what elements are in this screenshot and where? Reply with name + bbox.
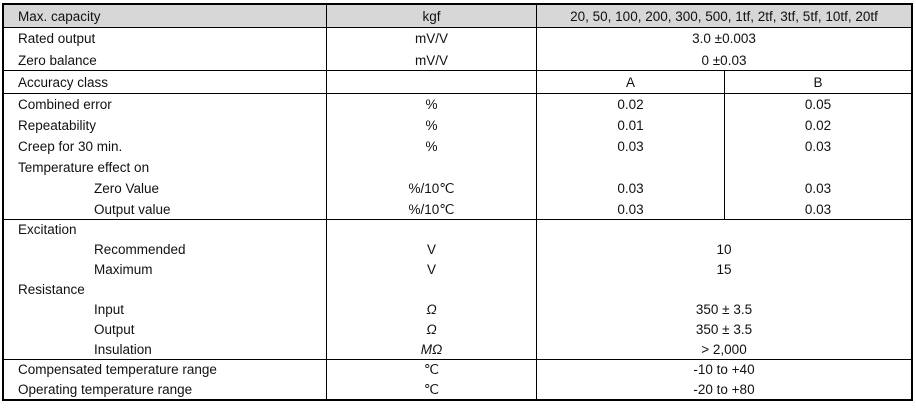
spec-sublabel: Input xyxy=(94,302,125,317)
temperature-section: Compensated temperature range Operating … xyxy=(4,360,911,399)
spec-value: 350 ± 3.5 xyxy=(695,322,753,337)
spec-value-a: 0.03 xyxy=(617,202,644,217)
spec-sublabel: Output xyxy=(94,322,135,337)
accuracy-class-row: Accuracy class A B xyxy=(4,71,911,94)
spec-sublabel: Maximum xyxy=(94,262,153,277)
spec-value-a: 0.02 xyxy=(617,97,644,112)
spec-unit-megohm: MΩ xyxy=(420,342,443,357)
spec-label: Zero balance xyxy=(18,52,97,68)
accuracy-section-units: % % % %/10℃ %/10℃ xyxy=(326,94,536,219)
spec-label: Operating temperature range xyxy=(18,381,193,397)
spec-value-a: 0.03 xyxy=(617,139,644,154)
spec-value xyxy=(537,220,911,240)
spec-label: Excitation xyxy=(18,222,77,237)
spec-value-b xyxy=(725,157,911,178)
spec-value-b: 0.03 xyxy=(804,139,832,154)
spec-label: Compensated temperature range xyxy=(18,362,217,377)
electrical-section-labels: Excitation Recommended Maximum Resistanc… xyxy=(4,220,326,359)
accuracy-class-unit xyxy=(326,71,536,93)
spec-value-a: 0.03 xyxy=(617,181,644,196)
temperature-section-units: ℃ ℃ xyxy=(326,360,536,399)
spec-label: Creep for 30 min. xyxy=(18,139,123,154)
spec-unit: %/10℃ xyxy=(408,181,455,196)
electrical-section: Excitation Recommended Maximum Resistanc… xyxy=(4,220,911,360)
spec-unit: ℃ xyxy=(423,381,440,397)
spec-value-b: 0.03 xyxy=(804,181,832,196)
output-section-units: mV/V mV/V xyxy=(326,28,536,70)
accuracy-section: Combined error Repeatability Creep for 3… xyxy=(4,94,911,220)
spec-value: 15 xyxy=(716,262,732,277)
output-section-values: 3.0 ±0.003 0 ±0.03 xyxy=(536,28,911,70)
spec-value xyxy=(537,280,911,300)
temperature-section-labels: Compensated temperature range Operating … xyxy=(4,360,326,399)
electrical-section-values: 10 15 350 ± 3.5 350 ± 3.5 > 2,000 xyxy=(536,220,911,359)
electrical-section-units: V V Ω Ω MΩ xyxy=(326,220,536,359)
spec-value: > 2,000 xyxy=(701,342,747,357)
spec-unit xyxy=(327,220,536,240)
spec-unit: % xyxy=(425,139,438,154)
header-unit-kgf: kgf xyxy=(326,5,536,27)
spec-unit: ℃ xyxy=(423,362,440,377)
spec-value: 10 xyxy=(716,242,732,257)
spec-unit: V xyxy=(426,262,436,277)
spec-label: Rated output xyxy=(18,31,96,46)
output-section-labels: Rated output Zero balance xyxy=(4,28,326,70)
spec-unit: % xyxy=(425,118,438,133)
spec-sublabel: Output value xyxy=(94,202,171,217)
spec-value: 350 ± 3.5 xyxy=(695,302,753,317)
spec-unit: % xyxy=(425,97,438,112)
spec-unit-ohm: Ω xyxy=(426,322,437,337)
spec-value-a xyxy=(537,157,724,178)
spec-unit: mV/V xyxy=(414,31,448,46)
temperature-section-values: -10 to +40 -20 to +80 xyxy=(536,360,911,399)
spec-unit: V xyxy=(426,242,436,257)
accuracy-class-a: A xyxy=(536,71,724,93)
accuracy-section-values-b: 0.05 0.02 0.03 0.03 0.03 xyxy=(724,94,911,219)
spec-label: Temperature effect on xyxy=(18,160,150,175)
spec-unit xyxy=(327,280,536,300)
spec-value-b: 0.03 xyxy=(804,202,832,217)
accuracy-class-b: B xyxy=(724,71,911,93)
header-capacity-values: 20, 50, 100, 200, 300, 500, 1tf, 2tf, 3t… xyxy=(536,5,911,27)
output-section: Rated output Zero balance mV/V mV/V 3.0 … xyxy=(4,28,911,71)
spec-value: 3.0 ±0.003 xyxy=(692,31,756,46)
spec-unit: mV/V xyxy=(414,52,448,68)
header-max-capacity-label: Max. capacity xyxy=(18,9,101,24)
accuracy-section-values-a: 0.02 0.01 0.03 0.03 0.03 xyxy=(536,94,724,219)
spec-label: Resistance xyxy=(18,282,85,297)
load-cell-spec-table: Max. capacity kgf 20, 50, 100, 200, 300,… xyxy=(2,3,913,401)
table-header-row: Max. capacity kgf 20, 50, 100, 200, 300,… xyxy=(4,5,911,28)
spec-label: Repeatability xyxy=(18,118,97,133)
spec-sublabel: Recommended xyxy=(94,242,186,257)
spec-value-a: 0.01 xyxy=(617,118,644,133)
spec-value: 0 ±0.03 xyxy=(701,52,747,68)
spec-value-b: 0.02 xyxy=(804,118,832,133)
spec-value: -10 to +40 xyxy=(693,362,755,377)
spec-sublabel: Insulation xyxy=(94,342,152,357)
spec-unit-ohm: Ω xyxy=(426,302,437,317)
spec-value-b: 0.05 xyxy=(804,97,832,112)
spec-label: Combined error xyxy=(18,97,112,112)
spec-value: -20 to +80 xyxy=(693,381,755,397)
spec-sublabel: Zero Value xyxy=(94,181,160,196)
accuracy-section-labels: Combined error Repeatability Creep for 3… xyxy=(4,94,326,219)
accuracy-class-label: Accuracy class xyxy=(18,75,109,90)
spec-unit xyxy=(327,157,536,178)
spec-unit: %/10℃ xyxy=(408,202,455,217)
